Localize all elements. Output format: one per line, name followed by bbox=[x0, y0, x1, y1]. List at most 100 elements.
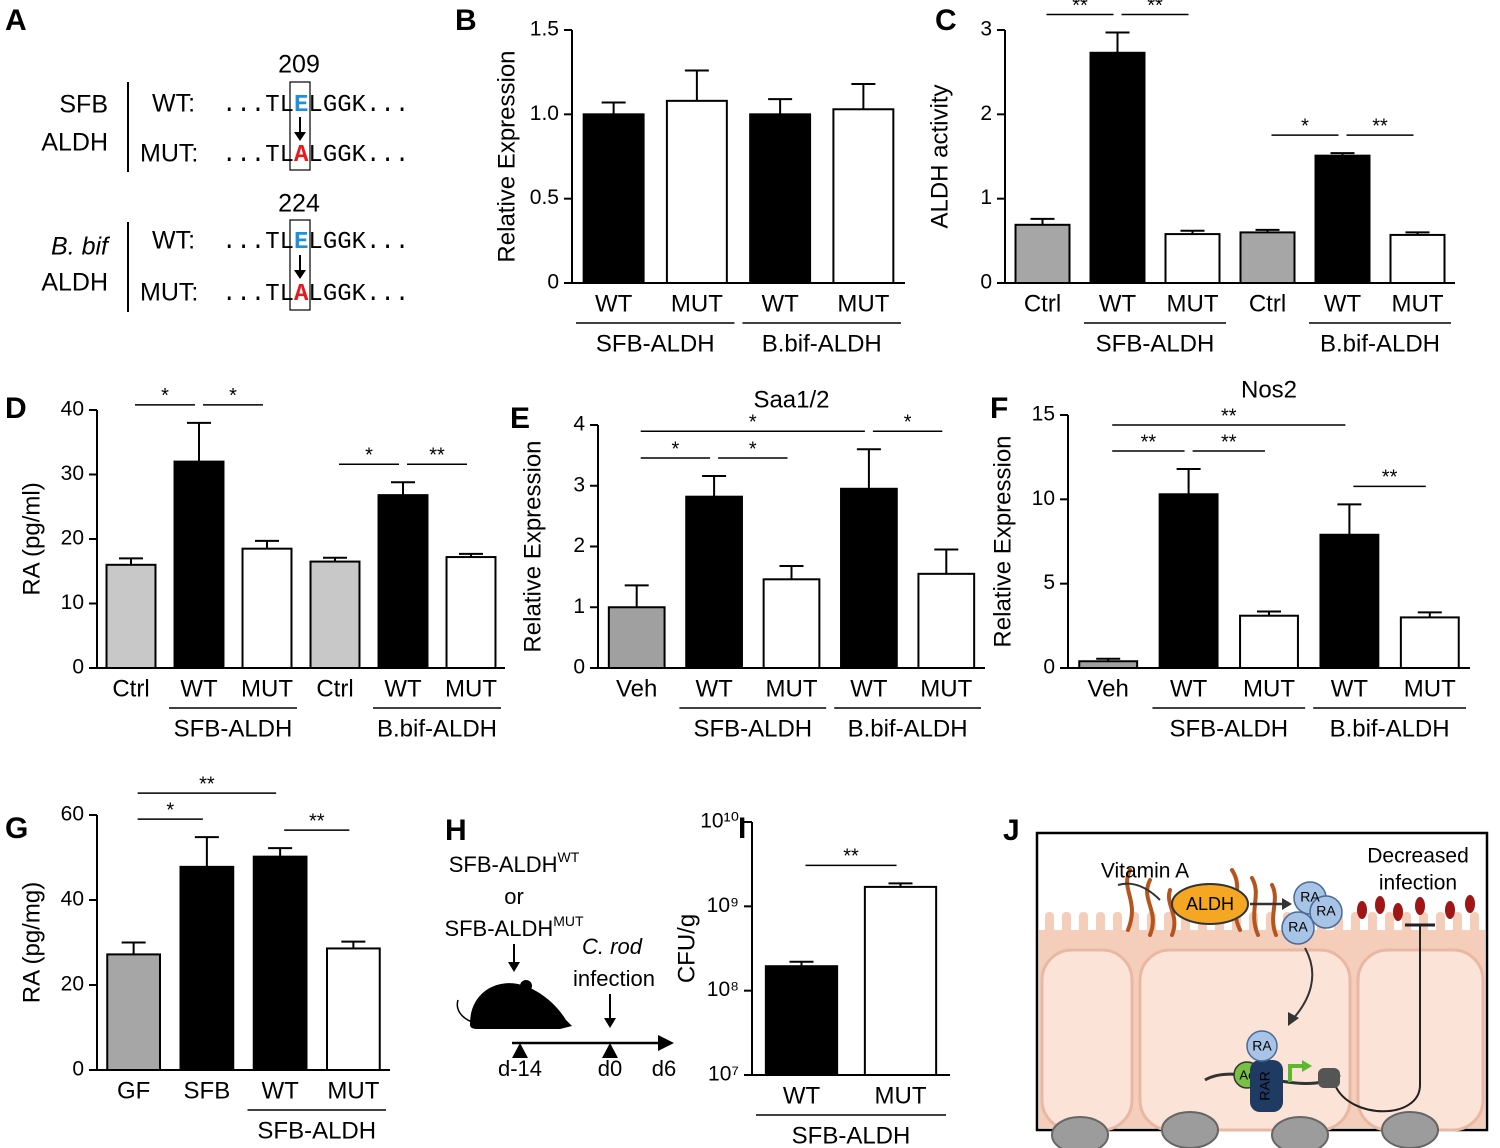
infection-label: C. rod bbox=[582, 934, 643, 959]
y-tick-label: 0 bbox=[1043, 656, 1055, 679]
residue: E bbox=[294, 92, 308, 119]
x-tick-label: WT bbox=[384, 675, 422, 702]
timeline-panel: H SFB-ALDHWT or SFB-ALDHMUT C. rod infec… bbox=[444, 814, 676, 1081]
x-tick-label: WT bbox=[1331, 675, 1369, 702]
significance-label: ** bbox=[1372, 115, 1388, 137]
group-label: B.bif-ALDH bbox=[377, 715, 497, 742]
seq-part: LGGK... bbox=[308, 92, 409, 119]
enzyme bbox=[1171, 883, 1249, 925]
ra-label: RA bbox=[1288, 919, 1308, 935]
group-label: B.bif-ALDH bbox=[762, 330, 882, 357]
y-axis-label: CFU/g bbox=[673, 914, 700, 983]
bar bbox=[1078, 660, 1139, 670]
bar bbox=[105, 563, 157, 669]
significance-label: * bbox=[904, 412, 912, 434]
significance-label: ** bbox=[199, 773, 215, 795]
significance-label: ** bbox=[843, 846, 859, 868]
transcription-head bbox=[1302, 1060, 1312, 1072]
protein-name: SFB bbox=[59, 91, 108, 119]
y-tick-label: 1.5 bbox=[530, 18, 559, 41]
panel-label: B bbox=[455, 4, 477, 37]
x-tick-label: WT bbox=[595, 290, 633, 317]
sequence: ...TLELGGK... bbox=[222, 229, 409, 256]
significance-label: * bbox=[749, 438, 757, 460]
ra-label: RA bbox=[1300, 889, 1320, 905]
transcription-arrow bbox=[1288, 1064, 1305, 1082]
bar bbox=[665, 99, 728, 284]
x-tick-label: MUT bbox=[671, 290, 723, 317]
panel-label: C bbox=[935, 4, 957, 37]
significance-label: * bbox=[749, 412, 757, 434]
bar bbox=[832, 108, 895, 284]
panel-label: D bbox=[5, 392, 27, 425]
timeline-head bbox=[658, 1035, 674, 1051]
x-tick-label: Ctrl bbox=[316, 675, 353, 702]
bar bbox=[1389, 233, 1446, 284]
bar bbox=[106, 953, 161, 1072]
significance-label: ** bbox=[429, 445, 445, 467]
y-tick-label: 2 bbox=[980, 102, 992, 125]
y-tick-label: 3 bbox=[573, 473, 585, 496]
significance-label: * bbox=[1301, 115, 1309, 137]
y-tick-label: 40 bbox=[61, 888, 84, 911]
group-label: B.bif-ALDH bbox=[1330, 715, 1450, 742]
infection-label: infection bbox=[573, 966, 655, 991]
ra-label: RA bbox=[1316, 903, 1336, 919]
residue-box bbox=[289, 219, 311, 311]
mouse-tail bbox=[456, 999, 473, 1023]
chart-title: Saa1/2 bbox=[753, 386, 829, 413]
bar bbox=[917, 572, 976, 670]
bar bbox=[1239, 614, 1299, 669]
enzyme-label: ALDH bbox=[1186, 894, 1234, 914]
time-marker bbox=[512, 1043, 528, 1058]
x-tick-label: WT bbox=[761, 290, 799, 317]
treatment-name: SFB-ALDH bbox=[449, 852, 558, 877]
day-label: d0 bbox=[598, 1056, 622, 1081]
y-tick-label: 1.0 bbox=[530, 102, 559, 125]
vitamin-label: Vitamin A bbox=[1101, 860, 1189, 883]
significance-label: * bbox=[166, 799, 174, 821]
sequence: ...TLALGGK... bbox=[222, 142, 409, 169]
significance-label: ** bbox=[1072, 0, 1088, 17]
residue: A bbox=[294, 142, 309, 169]
y-tick-label: 10⁷ bbox=[708, 1063, 739, 1086]
x-tick-label: MUT bbox=[875, 1082, 927, 1109]
treatment: SFB-ALDHMUT bbox=[444, 913, 584, 941]
outcome-label: infection bbox=[1379, 872, 1457, 895]
bar bbox=[762, 578, 821, 669]
y-tick-label: 40 bbox=[61, 398, 84, 421]
bar bbox=[685, 495, 743, 669]
day-label: d6 bbox=[652, 1056, 676, 1081]
ra-bound bbox=[1246, 1030, 1278, 1062]
panel-label: E bbox=[510, 402, 530, 435]
bar bbox=[749, 113, 812, 285]
treatment-sup: WT bbox=[558, 849, 580, 865]
sequence: ...TLALGGK... bbox=[222, 281, 409, 308]
arrow-head bbox=[1288, 1012, 1299, 1026]
group-label: SFB-ALDH bbox=[1096, 330, 1215, 357]
x-tick-label: WT bbox=[695, 675, 733, 702]
residue-position: 224 bbox=[278, 190, 320, 218]
bar bbox=[179, 865, 235, 1071]
arrow-head bbox=[508, 962, 520, 972]
x-tick-label: MUT bbox=[241, 675, 293, 702]
panel-label: F bbox=[990, 392, 1008, 425]
y-tick-label: 10¹⁰ bbox=[700, 810, 739, 833]
mouse bbox=[470, 983, 572, 1029]
residue-box bbox=[289, 81, 311, 171]
significance-label: ** bbox=[309, 810, 325, 832]
y-axis-label: Relative Expression bbox=[493, 50, 520, 262]
bar bbox=[1164, 233, 1221, 285]
nucleosome bbox=[1318, 1068, 1340, 1088]
seq-part: LGGK... bbox=[308, 281, 409, 308]
arrow-head bbox=[294, 270, 306, 279]
mouse-ear bbox=[520, 980, 532, 992]
bar bbox=[1399, 616, 1460, 670]
x-tick-label: Veh bbox=[1088, 675, 1129, 702]
x-tick-label: Veh bbox=[616, 675, 657, 702]
significance-label: ** bbox=[1221, 431, 1237, 453]
bar bbox=[1314, 154, 1371, 284]
treatment: SFB-ALDHWT bbox=[449, 849, 580, 877]
protein-name: ALDH bbox=[41, 129, 108, 157]
